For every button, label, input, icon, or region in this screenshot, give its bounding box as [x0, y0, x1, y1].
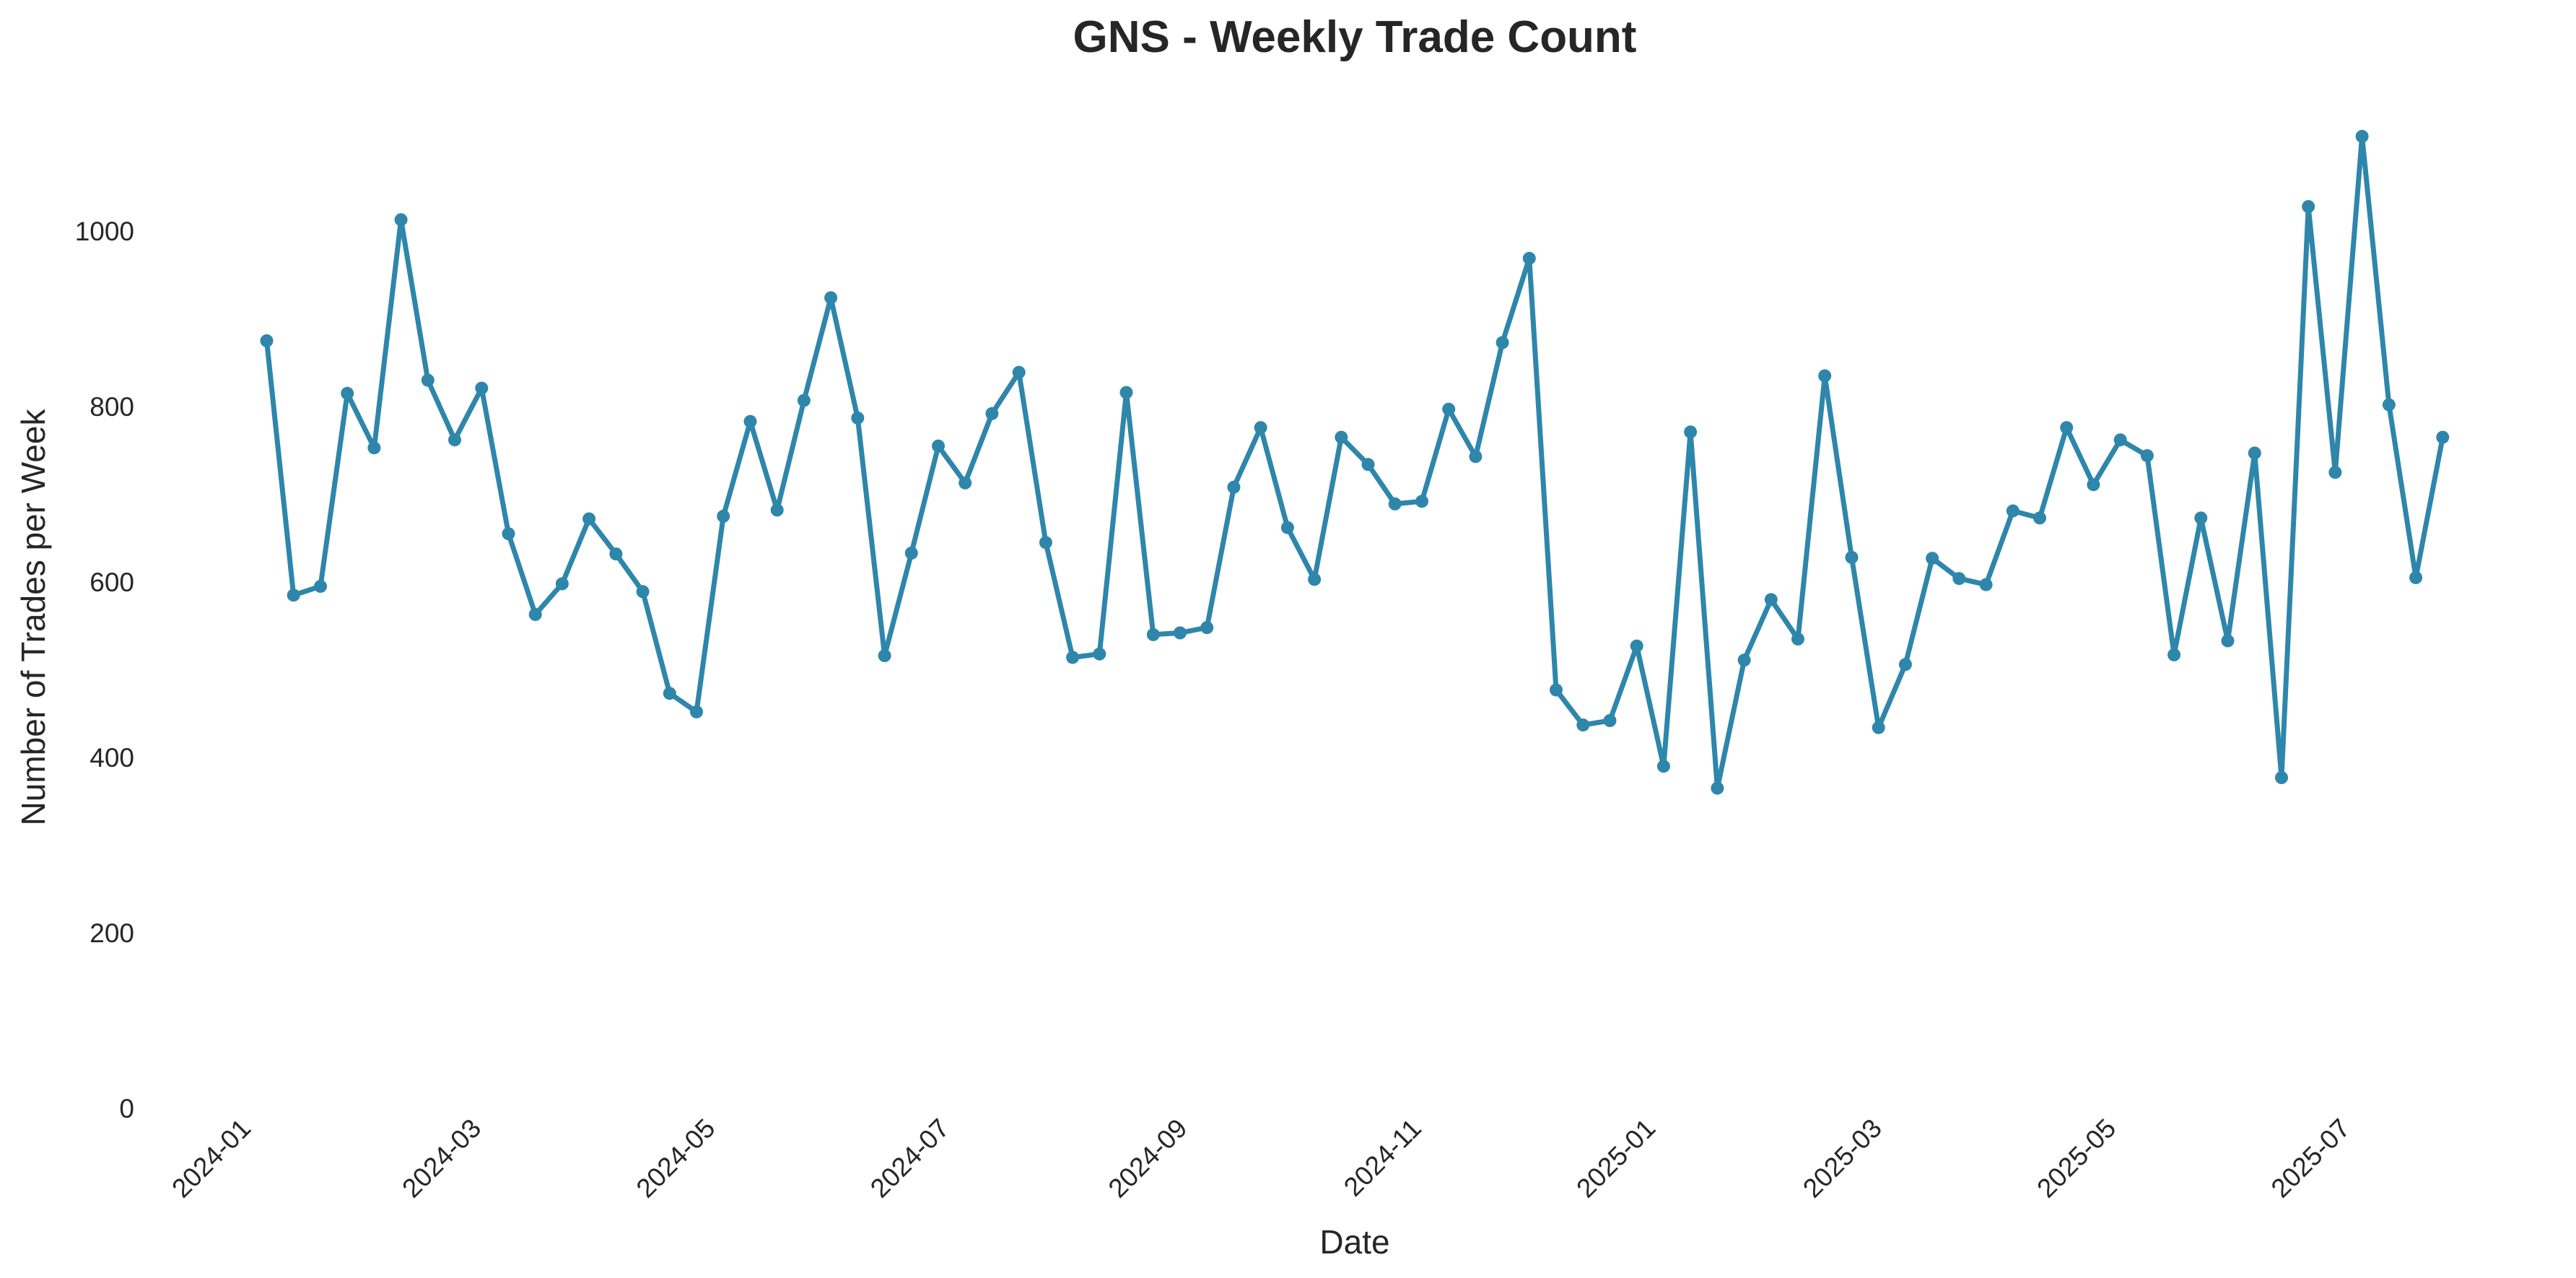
y-tick-label: 400: [89, 743, 134, 773]
y-tick-label: 200: [89, 918, 134, 948]
data-point: [287, 588, 300, 602]
data-point: [2302, 200, 2315, 214]
data-point: [1872, 721, 1885, 734]
data-point: [1576, 718, 1590, 732]
data-point: [1308, 573, 1322, 586]
data-point: [717, 509, 730, 523]
y-axis-label: Number of Trades per Week: [14, 409, 52, 826]
data-point: [2409, 571, 2423, 584]
data-point: [555, 577, 569, 591]
data-point: [1522, 251, 1536, 265]
data-point: [475, 381, 489, 395]
data-point: [1952, 572, 1966, 586]
data-point: [2140, 449, 2154, 463]
data-point: [502, 527, 515, 541]
data-point: [904, 547, 918, 560]
y-tick-label: 1000: [75, 217, 134, 246]
x-axis-label: Date: [1319, 1223, 1389, 1261]
data-point: [1791, 633, 1804, 645]
data-point: [1119, 386, 1133, 399]
y-tick-label: 0: [119, 1094, 134, 1123]
data-point: [2382, 398, 2396, 412]
data-point: [1254, 421, 1267, 435]
data-point: [2087, 478, 2100, 492]
data-point: [1818, 369, 1832, 383]
data-point: [2355, 129, 2369, 143]
data-point: [1335, 430, 1348, 444]
data-point: [959, 476, 972, 490]
data-point: [1415, 495, 1428, 508]
data-point: [1093, 647, 1106, 661]
data-point: [2328, 466, 2342, 479]
data-point: [448, 433, 461, 447]
data-point: [770, 503, 784, 517]
data-point: [636, 585, 650, 599]
y-tick-label: 600: [89, 568, 134, 597]
data-point: [878, 649, 891, 663]
data-point: [1066, 651, 1080, 664]
data-point: [1684, 425, 1698, 439]
data-point: [2275, 771, 2288, 784]
data-point: [1442, 402, 1456, 416]
data-point: [743, 414, 757, 428]
data-point: [1174, 626, 1187, 640]
data-point: [1227, 480, 1241, 494]
data-point: [609, 547, 623, 561]
data-point: [1550, 683, 1563, 697]
y-tick-label: 800: [89, 392, 134, 422]
data-point: [932, 439, 945, 453]
data-point: [1280, 521, 1294, 534]
data-point: [1926, 552, 1939, 565]
data-point: [260, 334, 274, 347]
data-point: [1979, 578, 1993, 591]
data-point: [314, 580, 327, 594]
data-point: [2436, 430, 2450, 444]
data-series: [260, 129, 2450, 795]
data-point: [1146, 627, 1160, 641]
data-point: [2006, 504, 2020, 518]
data-point: [985, 407, 999, 420]
data-point: [367, 441, 381, 455]
data-point: [341, 386, 354, 400]
data-point: [2248, 446, 2261, 460]
data-point: [824, 291, 838, 305]
series-line: [264, 134, 2445, 791]
data-point: [2060, 421, 2074, 435]
data-point: [1603, 714, 1617, 727]
data-point: [797, 394, 811, 407]
data-point: [1200, 621, 1214, 635]
data-point: [2113, 433, 2127, 447]
data-point: [528, 608, 542, 621]
data-point: [1469, 450, 1483, 464]
chart-title: GNS - Weekly Trade Count: [1073, 12, 1637, 62]
data-point: [1898, 658, 1912, 671]
data-point: [2194, 511, 2208, 525]
data-point: [1361, 458, 1375, 471]
data-point: [421, 373, 435, 387]
data-point: [1012, 365, 1026, 379]
data-point: [2167, 648, 2181, 661]
data-point: [1656, 760, 1670, 773]
data-point: [663, 687, 676, 700]
data-point: [2033, 511, 2046, 525]
data-point: [851, 411, 865, 425]
data-point: [1737, 653, 1751, 667]
data-point: [1764, 593, 1778, 607]
data-point: [582, 512, 596, 526]
data-point: [1388, 497, 1402, 510]
data-point: [1496, 336, 1509, 349]
data-point: [1039, 536, 1052, 549]
y-tick-labels: 0 200 400 600 800 1000: [75, 217, 134, 1123]
data-point: [394, 213, 408, 227]
data-point: [2221, 634, 2235, 648]
data-point: [1711, 781, 1724, 795]
data-point: [1845, 551, 1859, 564]
data-point: [1630, 639, 1643, 653]
data-point: [690, 705, 703, 718]
